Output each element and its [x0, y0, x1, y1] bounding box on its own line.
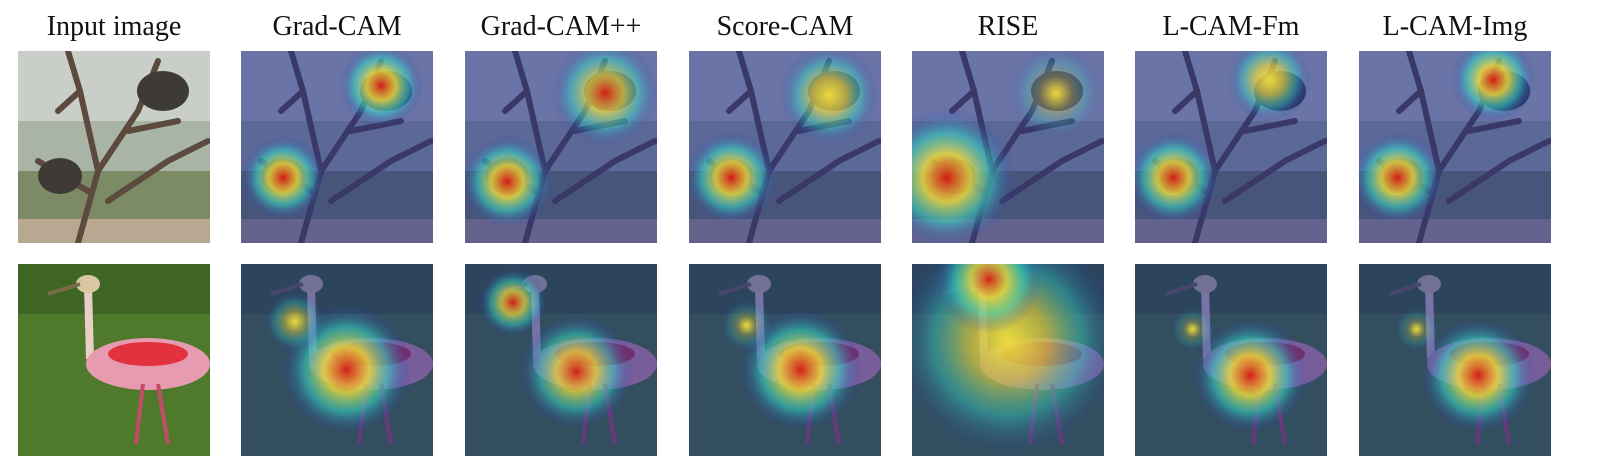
heatmap-blob: [779, 51, 880, 146]
input-image: [18, 264, 210, 456]
saliency-map: [1135, 264, 1327, 456]
saliency-map: [1359, 51, 1551, 243]
saliency-map: [465, 51, 657, 243]
heatmap-blob: [264, 290, 326, 353]
column-header: Grad-CAM++: [480, 11, 642, 42]
heatmap-blob: [478, 267, 548, 337]
heatmap-blob: [1420, 317, 1536, 433]
saliency-map: [1359, 264, 1551, 456]
heatmap-blob: [1169, 306, 1216, 353]
column-header: Score-CAM: [716, 11, 854, 42]
saliency-map: [689, 264, 881, 456]
heatmap-blob: [241, 135, 326, 220]
saliency-map: [465, 264, 657, 456]
heatmap-blob: [1192, 317, 1308, 433]
heatmap-blob: [1393, 306, 1440, 353]
heatmap-blob: [689, 131, 778, 224]
saliency-map: [912, 51, 1104, 243]
heatmap-blob: [518, 313, 634, 430]
heatmap-blob: [551, 51, 657, 147]
heatmap-blob: [1451, 51, 1536, 123]
heatmap-blob: [338, 51, 424, 128]
heatmap-blob: [935, 264, 1043, 334]
heatmap-blob: [719, 298, 774, 353]
saliency-map: [912, 264, 1104, 456]
heatmap-blob: [912, 108, 1016, 243]
saliency-map: [241, 264, 433, 456]
saliency-map: [1135, 51, 1327, 243]
column-header: L-CAM-Img: [1382, 11, 1528, 42]
heatmap-blob: [1008, 51, 1104, 142]
column-header: RISE: [977, 11, 1039, 42]
column-header: L-CAM-Fm: [1162, 11, 1300, 42]
column-header: Grad-CAM: [272, 11, 402, 42]
column-header: Input image: [46, 11, 182, 42]
heatmap-blob: [1135, 131, 1220, 224]
heatmap-blob: [1359, 131, 1444, 224]
saliency-map: [241, 51, 433, 243]
heatmap-blob: [1227, 51, 1312, 123]
input-image: [18, 51, 210, 243]
saliency-map: [689, 51, 881, 243]
heatmap-blob: [465, 135, 554, 228]
